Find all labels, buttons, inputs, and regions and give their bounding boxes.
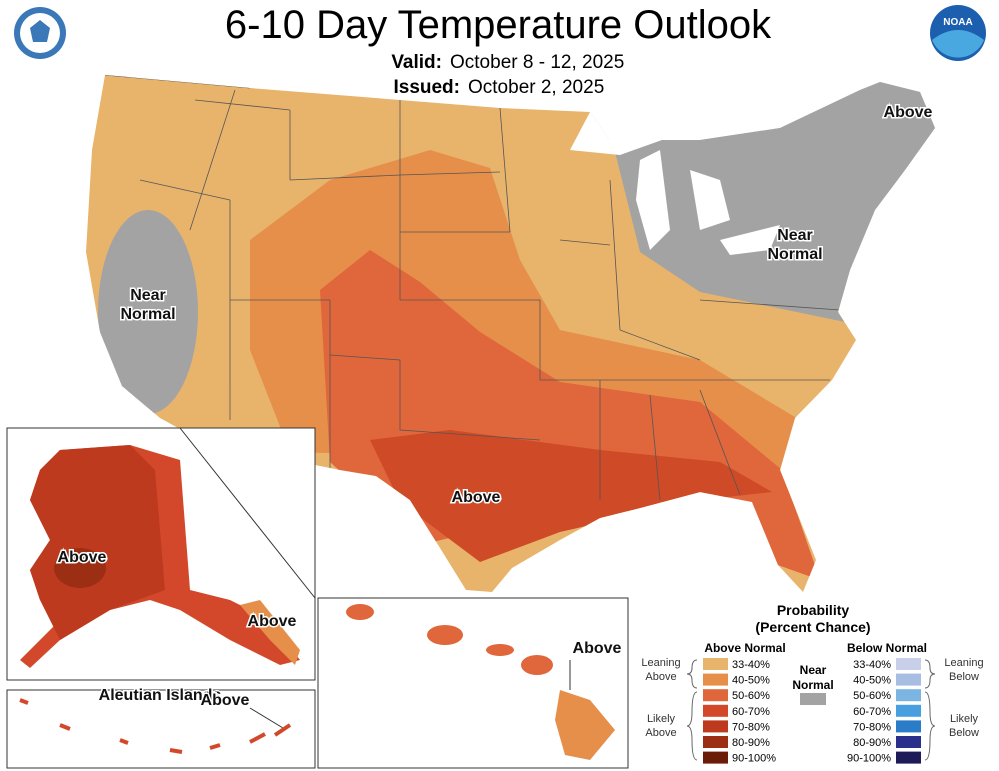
legend-group-label: Likely xyxy=(647,713,676,725)
legend-subtitle: (Percent Chance) xyxy=(755,619,870,635)
valid-label: Valid: xyxy=(391,52,442,73)
issued-label: Issued: xyxy=(393,77,460,98)
legend-swatch xyxy=(896,673,921,686)
map-label: Near xyxy=(130,287,166,304)
legend-bin-label: 80-90% xyxy=(853,737,891,749)
legend: Probability (Percent Chance) Above Norma… xyxy=(641,602,983,765)
aleutian-inset xyxy=(6,689,316,769)
map-labels: AboveNearNormalNearNormalAboveAboveAbove… xyxy=(56,103,934,711)
legend-group-label: Below xyxy=(949,727,979,739)
map-label: Above xyxy=(248,613,297,630)
legend-bin-label: 50-60% xyxy=(732,690,770,702)
legend-swatch xyxy=(896,751,921,764)
legend-swatch xyxy=(896,720,921,733)
map-label: Above xyxy=(452,489,501,506)
legend-swatch xyxy=(703,673,728,686)
conus-map xyxy=(86,75,935,592)
map-label: Normal xyxy=(767,246,822,263)
commerce-logo xyxy=(14,7,66,59)
issued-date: October 2, 2025 xyxy=(468,77,604,98)
legend-swatch xyxy=(896,689,921,702)
noaa-logo: NOAA xyxy=(930,5,986,61)
valid-dates: October 8 - 12, 2025 xyxy=(450,52,624,73)
near-swatch xyxy=(800,693,826,705)
legend-group-label: Leaning xyxy=(944,657,983,669)
legend-swatch xyxy=(703,751,728,764)
map-label: Normal xyxy=(120,306,175,323)
noaa-logo-text: NOAA xyxy=(943,17,972,28)
legend-bin-label: 40-50% xyxy=(853,675,891,687)
legend-group-label: Above xyxy=(645,671,676,683)
legend-bin-label: 33-40% xyxy=(732,659,770,671)
legend-bin-label: 60-70% xyxy=(732,706,770,718)
legend-title: Probability xyxy=(777,602,850,618)
legend-swatch xyxy=(896,658,921,670)
legend-group-label: Below xyxy=(949,671,979,683)
legend-bin-label: 70-80% xyxy=(853,721,891,733)
legend-bin-label: 33-40% xyxy=(853,659,891,671)
map-label: Above xyxy=(201,692,250,709)
near-label: Near xyxy=(800,663,827,677)
legend-bin-label: 40-50% xyxy=(732,675,770,687)
legend-swatch xyxy=(896,704,921,717)
legend-swatch xyxy=(703,704,728,717)
legend-bin-label: 80-90% xyxy=(732,737,770,749)
legend-swatch xyxy=(703,658,728,670)
legend-bin-label: 90-100% xyxy=(732,753,776,765)
map-label: Aleutian Islands xyxy=(99,687,222,704)
legend-swatch xyxy=(703,720,728,733)
map-label: Near xyxy=(777,227,813,244)
legend-bin-label: 50-60% xyxy=(853,690,891,702)
below-heading: Below Normal xyxy=(847,641,927,655)
title: 6-10 Day Temperature Outlook xyxy=(225,3,772,47)
legend-swatch xyxy=(703,736,728,748)
above-heading: Above Normal xyxy=(704,641,785,655)
legend-group-label: Leaning xyxy=(641,657,680,669)
legend-bin-label: 70-80% xyxy=(732,721,770,733)
legend-group-label: Above xyxy=(645,727,676,739)
map-label: Above xyxy=(884,104,933,121)
near-label: Normal xyxy=(792,678,833,692)
map-label: Above xyxy=(58,549,107,566)
map-label: Above xyxy=(573,640,622,657)
legend-swatch xyxy=(703,689,728,702)
legend-swatch xyxy=(896,736,921,748)
legend-group-label: Likely xyxy=(950,713,979,725)
legend-bin-label: 60-70% xyxy=(853,706,891,718)
legend-bin-label: 90-100% xyxy=(847,753,891,765)
